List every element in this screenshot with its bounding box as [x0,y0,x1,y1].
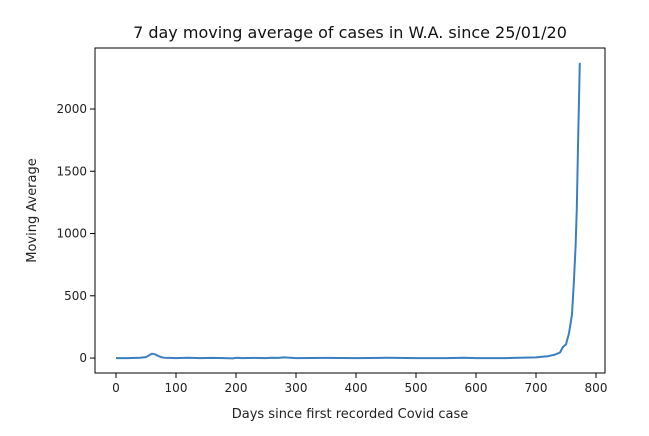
axis-ticks: 0 100 200 300 400 500 600 700 800 0 500 1000 1500 200… [56,102,607,395]
y-axis-label: Moving Average [25,158,40,262]
series-group [116,62,581,360]
x-tick-label: 200 [225,381,248,395]
x-axis-label: Days since first recorded Covid case [232,407,469,422]
y-tick-label: 2000 [56,102,87,116]
x-tick-label: 700 [525,381,548,395]
x-tick-label: 400 [345,381,368,395]
plot-area [94,47,606,374]
y-tick-label: 0 [79,351,87,365]
chart-title: 7 day moving average of cases in W.A. si… [133,23,567,42]
x-tick-label: 300 [285,381,308,395]
x-tick-label: 0 [112,381,120,395]
x-tick-label: 800 [585,381,608,395]
y-tick-label: 1500 [56,164,87,178]
x-tick-label: 100 [165,381,188,395]
x-tick-label: 600 [465,381,488,395]
series-line [116,62,581,360]
y-tick-label: 500 [64,289,87,303]
y-tick-label: 1000 [56,227,87,241]
x-tick-label: 500 [405,381,428,395]
